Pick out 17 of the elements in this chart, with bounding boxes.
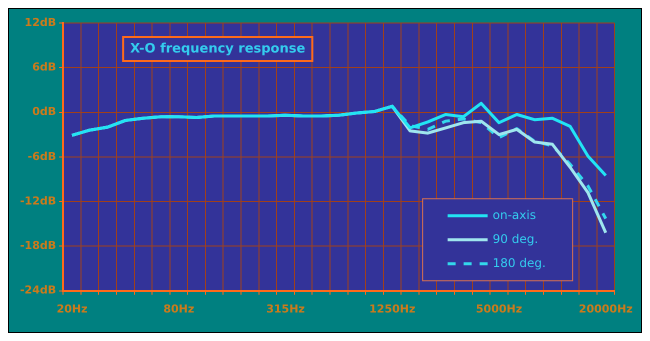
legend-label: on-axis	[492, 208, 536, 222]
x-tick-label: 315Hz	[266, 302, 305, 316]
x-tick-label: 5000Hz	[476, 302, 522, 316]
y-tick-label: 12dB	[24, 16, 56, 29]
y-tick-label: -12dB	[20, 194, 56, 208]
x-tick-label: 20000Hz	[578, 302, 633, 316]
x-tick-label: 1250Hz	[369, 302, 416, 316]
y-tick-label: 6dB	[32, 60, 56, 74]
legend-label: 90 deg.	[492, 232, 538, 246]
x-tick-label: 20Hz	[56, 302, 88, 316]
y-tick-label: 0dB	[32, 105, 56, 118]
y-tick-label: -18dB	[20, 239, 56, 252]
y-tick-label: -24dB	[20, 284, 56, 297]
legend-label: 180 deg.	[492, 256, 546, 270]
x-tick-label: 80Hz	[163, 302, 194, 316]
text: X-O frequency response	[130, 41, 306, 56]
y-tick-label: -6dB	[28, 150, 56, 163]
